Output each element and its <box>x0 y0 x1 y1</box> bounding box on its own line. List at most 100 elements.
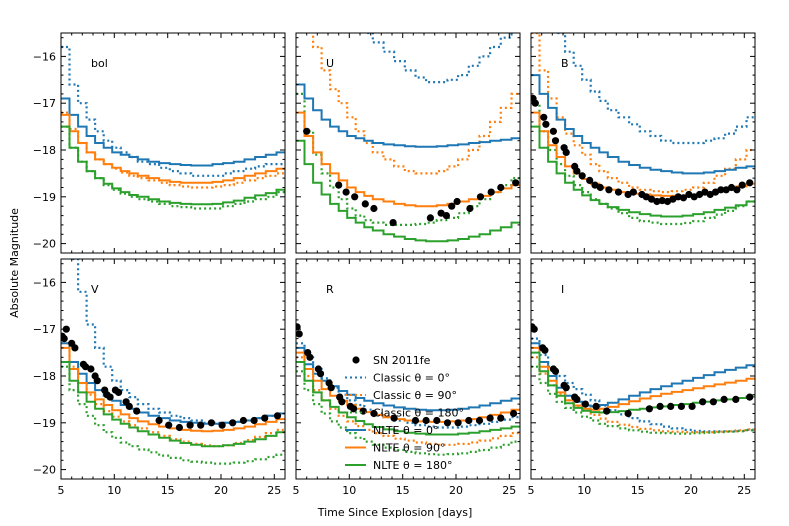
observed-point-B-36 <box>733 186 741 194</box>
observed-point-I-14 <box>645 405 654 413</box>
observed-point-R-9 <box>338 398 346 406</box>
panel-label-I: I <box>561 283 564 296</box>
y-tick-label: −20 <box>33 464 56 477</box>
observed-point-U-12 <box>466 204 474 213</box>
legend-entry-3: Classic θ = 180° <box>345 407 464 420</box>
observed-point-B-35 <box>727 183 736 192</box>
legend-entry-1: Classic θ = 0° <box>345 372 450 385</box>
series-nlte-0-bol <box>61 97 285 167</box>
observed-point-R-17 <box>433 416 441 425</box>
y-tick-label: −18 <box>33 144 56 157</box>
panel-bol: −16 −17 −18 −19 −20 bol <box>33 32 286 254</box>
x-tick-label: 20 <box>684 484 698 497</box>
observed-point-V-19 <box>165 421 173 429</box>
observed-point-B-17 <box>629 188 638 196</box>
observed-point-B-26 <box>679 194 688 202</box>
series-nlte-90-bol <box>61 113 285 184</box>
x-tick-label: 15 <box>631 484 645 497</box>
observed-point-B-15 <box>614 188 623 196</box>
panel-R-plot-area <box>296 323 520 456</box>
legend-label: NLTE θ = 0° <box>373 424 438 437</box>
observed-point-I-18 <box>688 402 696 410</box>
panel-V: 5 10 15 20 25 −16 −17 −18 −19 −20 V <box>33 258 286 497</box>
observed-point-V-28 <box>261 414 269 422</box>
panel-U-plot-area <box>296 33 520 243</box>
series-classic-90-U <box>312 33 520 175</box>
observed-point-U-6 <box>389 219 397 227</box>
observed-point-B-3 <box>542 120 550 128</box>
observed-point-B-10 <box>578 172 586 180</box>
legend-label: NLTE θ = 90° <box>373 442 445 455</box>
observed-point-R-11 <box>350 405 358 413</box>
legend-entry-0: SN 2011fe <box>352 354 431 367</box>
panel-V-frame <box>60 258 286 480</box>
observed-point-I-19 <box>699 398 707 406</box>
observed-point-I-23 <box>746 393 754 401</box>
panel-B-frame <box>530 32 756 254</box>
observed-point-B-37 <box>738 181 746 189</box>
observed-point-B-7 <box>562 148 570 156</box>
observed-point-U-0 <box>303 127 311 135</box>
panel-label-U: U <box>326 57 334 70</box>
series-nlte-180-B <box>531 125 755 218</box>
observed-point-V-7 <box>87 365 95 373</box>
observed-point-V-27 <box>250 416 258 425</box>
observed-point-I-11 <box>592 402 600 410</box>
x-tick-label: 5 <box>528 484 535 497</box>
observed-point-B-22 <box>658 197 666 205</box>
observed-point-I-7 <box>562 384 570 392</box>
legend-label: Classic θ = 90° <box>373 389 457 402</box>
observed-point-V-14 <box>115 388 123 396</box>
panel-bol-plot-area <box>61 45 285 210</box>
panel-R: 5 10 15 20 25 R <box>293 258 521 497</box>
y-tick-label: −16 <box>33 276 56 289</box>
panel-I-frame <box>530 258 756 480</box>
legend-label: Classic θ = 0° <box>373 372 450 385</box>
observed-point-V-23 <box>207 419 215 427</box>
observed-point-R-5 <box>316 370 325 378</box>
observed-point-R-22 <box>486 414 494 422</box>
observed-point-R-3 <box>306 353 314 361</box>
observed-point-R-13 <box>370 409 378 418</box>
y-axis-title: Absolute Magnitude <box>8 208 21 318</box>
observed-point-U-14 <box>487 188 495 196</box>
y-tick-label: −19 <box>33 417 56 430</box>
observed-point-I-10 <box>581 400 590 408</box>
legend-entry-5: NLTE θ = 90° <box>345 442 445 455</box>
observed-point-V-4 <box>71 344 79 352</box>
x-tick-label: 5 <box>293 484 300 497</box>
y-tick-label: −20 <box>33 238 56 251</box>
panel-R-frame <box>295 258 521 480</box>
panel-I: 5 10 15 20 25 I <box>528 258 756 497</box>
observed-point-B-38 <box>746 179 754 187</box>
x-tick-label: 25 <box>737 484 751 497</box>
y-tick-label: −18 <box>33 370 56 383</box>
observed-point-V-25 <box>229 419 237 427</box>
x-tick-label: 20 <box>214 484 228 497</box>
observed-point-R-7 <box>327 384 335 392</box>
observed-point-R-24 <box>509 409 518 418</box>
observed-point-B-33 <box>717 186 725 194</box>
series-classic-180-bol <box>61 125 285 210</box>
series-nlte-0-B <box>531 74 755 175</box>
series-nlte-0-U <box>296 83 520 148</box>
series-nlte-180-R <box>296 361 520 436</box>
observed-point-B-2 <box>540 113 548 121</box>
observed-point-I-15 <box>656 402 664 410</box>
panel-B-plot-area <box>531 33 755 226</box>
observed-point-V-18 <box>155 416 163 425</box>
observed-point-I-3 <box>541 346 549 354</box>
observed-point-B-4 <box>549 127 558 135</box>
observed-point-R-23 <box>497 414 505 422</box>
observed-point-U-9 <box>442 212 450 220</box>
observed-point-V-29 <box>273 412 282 420</box>
legend-marker-icon <box>352 356 360 364</box>
observed-point-U-10 <box>448 202 456 210</box>
observed-point-V-21 <box>186 421 194 429</box>
x-tick-label: 15 <box>396 484 410 497</box>
observed-point-U-1 <box>335 181 343 189</box>
x-axis-title: Time Since Explosion [days] <box>317 506 473 519</box>
y-tick-label: −17 <box>33 97 56 110</box>
observed-point-R-16 <box>422 416 430 425</box>
